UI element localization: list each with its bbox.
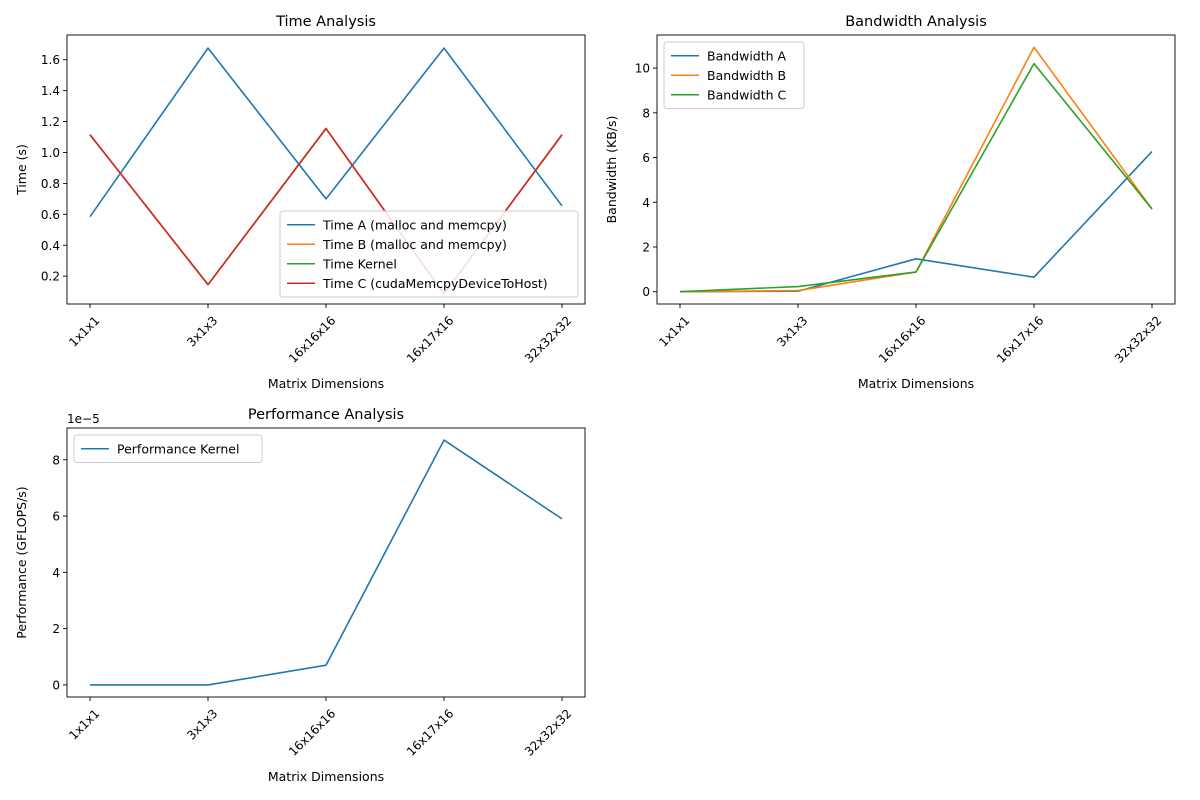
y-axis-label: Time (s)	[14, 144, 29, 196]
x-tick-label: 1x1x1	[656, 313, 692, 349]
axes-frame	[66, 427, 586, 698]
y-tick-label: 4	[642, 196, 650, 210]
legend-box	[663, 41, 805, 109]
x-tick-label: 32x32x32	[522, 706, 574, 758]
x-tick-label: 16x16x16	[876, 313, 928, 365]
legend-label: Time Kernel	[322, 256, 397, 271]
y-tick-label: 1.4	[41, 84, 60, 98]
performance-analysis-panel: Performance Analysis 1x1x1 3x1x3 16x16x16 16…	[14, 407, 586, 784]
y-tick-label: 2	[642, 240, 650, 254]
y-tick-label: 0.8	[41, 177, 60, 191]
x-tick-label: 16x16x16	[286, 706, 338, 758]
x-axis-label: Matrix Dimensions	[268, 376, 384, 391]
legend-label: Time C (cudaMemcpyDeviceToHost)	[322, 276, 548, 291]
y-axis-label: Bandwidth (KB/s)	[604, 116, 619, 224]
x-tick-label: 1x1x1	[66, 313, 102, 349]
legend-box	[279, 210, 579, 298]
x-tick-label: 3x1x3	[184, 313, 220, 349]
series-line-1	[90, 439, 563, 686]
x-tick-label: 3x1x3	[774, 313, 810, 349]
legend-box	[73, 434, 263, 463]
y-tick-label: 8	[52, 453, 60, 467]
bandwidth-analysis-panel: Bandwidth Analysis 1x1x1 3x1x3 16x16x16 16x1…	[604, 14, 1176, 391]
x-tick-label: 32x32x32	[1112, 313, 1164, 365]
legend-label: Time B (malloc and memcpy)	[322, 237, 507, 252]
x-tick-label: 32x32x32	[522, 313, 574, 365]
y-tick-label: 8	[642, 106, 650, 120]
x-tick-label: 16x17x16	[404, 706, 456, 758]
x-axis-label: Matrix Dimensions	[268, 769, 384, 784]
y-tick-label: 6	[642, 151, 650, 165]
y-tick-label: 10	[635, 62, 650, 76]
x-tick-label: 16x17x16	[994, 313, 1046, 365]
y-tick-label: 1.6	[41, 53, 60, 67]
legend-label: Bandwidth A	[707, 48, 787, 63]
x-tick-label: 3x1x3	[184, 706, 220, 742]
y-tick-label: 6	[52, 510, 60, 524]
legend: Performance Kernel	[73, 434, 263, 463]
y-tick-label: 0.2	[41, 270, 60, 284]
y-tick-label: 0	[642, 285, 650, 299]
x-tick-label: 16x17x16	[404, 313, 456, 365]
legend-label: Performance Kernel	[117, 441, 239, 456]
x-tick-label: 16x16x16	[286, 313, 338, 365]
y-offset-label: 1e−5	[67, 412, 100, 426]
y-tick-label: 0.4	[41, 239, 60, 253]
y-tick-label: 1.0	[41, 146, 60, 160]
y-tick-label: 0.6	[41, 208, 60, 222]
x-axis-label: Matrix Dimensions	[858, 376, 974, 391]
legend-label: Time A (malloc and memcpy)	[322, 217, 507, 232]
y-tick-label: 1.2	[41, 115, 60, 129]
y-tick-label: 4	[52, 566, 60, 580]
legend: Bandwidth A Bandwidth B Bandwidth C	[663, 41, 805, 109]
chart-title: Bandwidth Analysis	[845, 14, 987, 30]
chart-title: Time Analysis	[275, 14, 376, 30]
series-line-1	[89, 47, 563, 218]
series-line-3	[679, 62, 1153, 293]
chart-title: Performance Analysis	[248, 407, 404, 423]
legend-label: Bandwidth C	[707, 87, 787, 102]
y-tick-label: 0	[52, 678, 60, 692]
y-tick-label: 2	[52, 622, 60, 636]
x-tick-label: 1x1x1	[66, 706, 102, 742]
legend-label: Bandwidth B	[707, 68, 786, 83]
y-axis-label: Performance (GFLOPS/s)	[14, 486, 29, 638]
time-analysis-panel: Time Analysis 1x1x1 3x1x3 16x16x16 16x17x16 3…	[14, 14, 586, 391]
legend: Time A (malloc and memcpy) Time B (malloc…	[279, 210, 579, 298]
